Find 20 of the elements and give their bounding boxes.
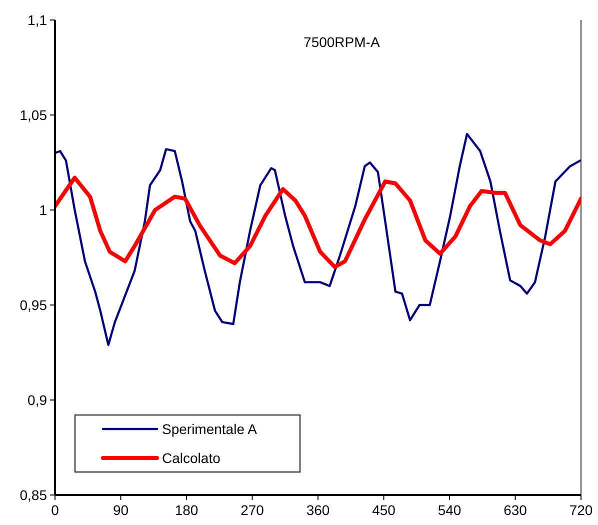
y-tick-label: 1,05 <box>20 106 48 123</box>
x-tick-label: 630 <box>504 502 528 518</box>
x-tick-label: 90 <box>112 502 129 518</box>
x-tick-label: 360 <box>306 502 330 518</box>
legend-label: Calcolato <box>162 450 221 466</box>
text: 7500RPM-A <box>304 34 380 50</box>
y-tick-label: 1,1 <box>28 12 48 28</box>
y-tick-label: 0,9 <box>28 392 48 408</box>
x-tick-label: 0 <box>51 502 60 518</box>
x-tick-label: 270 <box>240 502 264 518</box>
x-tick-label: 450 <box>372 502 396 518</box>
y-tick-label: 0,85 <box>20 486 48 503</box>
y-tick-label: 0,95 <box>20 296 48 313</box>
line-series <box>55 176 581 269</box>
legend-label: Sperimentale A <box>162 420 258 437</box>
x-tick-label: 720 <box>569 502 593 518</box>
line-series <box>55 132 581 346</box>
x-tick-label: 540 <box>438 502 462 518</box>
x-tick-label: 180 <box>174 502 198 518</box>
y-tick-label: 1 <box>39 202 48 218</box>
